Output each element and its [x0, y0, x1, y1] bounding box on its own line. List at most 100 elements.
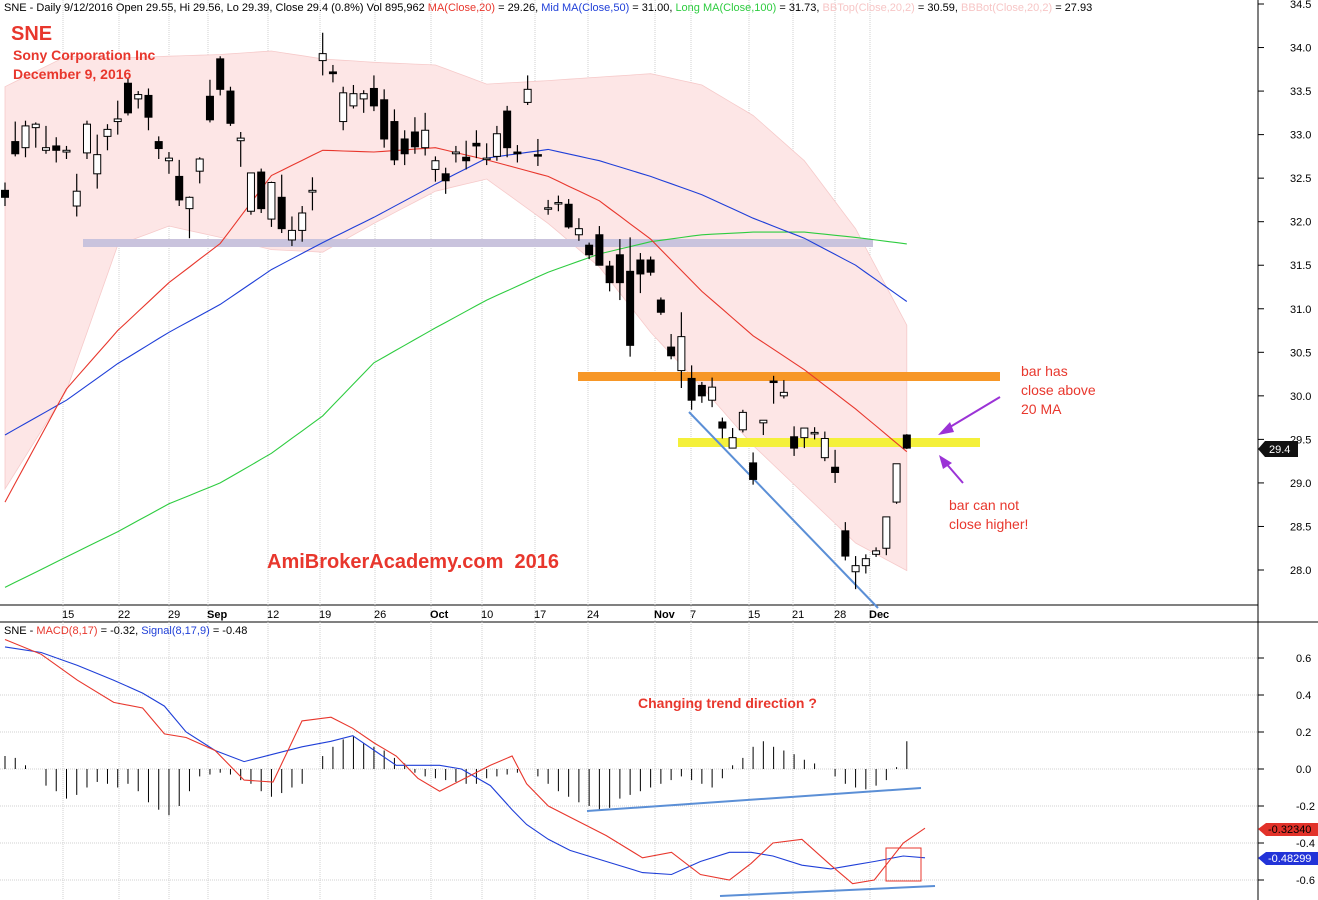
changing-trend-note: Changing trend direction ? [638, 695, 817, 711]
candle-body [738, 411, 747, 431]
macd-axis-ticks: 0.6 0.4 0.2 0.0 -0.2 -0.4 -0.6 [1258, 653, 1315, 887]
candle-body [851, 565, 860, 573]
candle-body [195, 158, 204, 172]
y-tick-label: 30.5 [1290, 347, 1311, 359]
price-legend-part: = 27.93 [1052, 2, 1092, 14]
candle-body [164, 157, 173, 162]
candle-body [1, 189, 9, 198]
candle-body [492, 133, 501, 157]
candle-body [144, 94, 153, 118]
candle-body [216, 58, 225, 90]
candle-body [441, 173, 450, 182]
x-tick-label: 19 [319, 609, 331, 621]
candle-body [154, 141, 163, 150]
candle-body [687, 377, 696, 401]
candle-body [287, 229, 296, 241]
price-legend-part: BBTop(Close,20,2) [823, 2, 915, 14]
x-tick-label: 28 [834, 609, 846, 621]
x-tick-label: Sep [207, 609, 227, 621]
candle-body [574, 228, 583, 236]
x-tick-label: 10 [481, 609, 493, 621]
candle-body [134, 94, 143, 100]
candle-body [615, 254, 624, 284]
candle-body [93, 154, 102, 175]
y-tick-label: 28.0 [1290, 565, 1311, 577]
candle-body [656, 299, 665, 313]
last-close-value: 29.4 [1269, 444, 1290, 456]
candle-body [708, 386, 717, 401]
candle-body [810, 431, 819, 435]
candle-body [21, 125, 30, 149]
candle-body [113, 118, 122, 123]
y-tick-label: 30.0 [1290, 391, 1311, 403]
x-tick-label: 24 [587, 609, 599, 621]
candle-body [31, 123, 40, 129]
candle-body [246, 172, 255, 212]
histogram-trendline [586, 787, 922, 812]
candle-body [359, 93, 368, 100]
candle-body [349, 93, 358, 107]
macd-y-tick-label: -0.6 [1296, 875, 1315, 887]
candle-body [472, 142, 481, 147]
candle-body [52, 145, 61, 151]
signal-value-tag: -0.48299 [1258, 852, 1318, 865]
y-tick-label: 32.5 [1290, 173, 1311, 185]
candle-body [482, 157, 491, 161]
macd-legend-part: MACD(8,17) [36, 625, 97, 637]
ma100-line [4, 231, 907, 588]
orange-resistance-level [578, 372, 1000, 381]
date-label: December 9, 2016 [13, 66, 132, 82]
macd-legend: SNE - MACD(8,17) = -0.32, Signal(8,17,9)… [4, 625, 247, 637]
candle-body [902, 434, 911, 449]
candle-body [72, 190, 81, 207]
candle-body [595, 234, 604, 266]
candle-body [892, 463, 901, 503]
candle-body [185, 196, 194, 210]
bollinger-band [4, 50, 908, 572]
candle-body [697, 384, 706, 397]
candle-body [431, 160, 440, 170]
candle-body [882, 516, 891, 549]
macd-y-tick-label: 0.6 [1296, 653, 1311, 665]
last-close-tag: 29.4 [1258, 441, 1298, 457]
close-above-note-1: bar has [1021, 363, 1068, 379]
candle-body [523, 88, 532, 103]
candle-body [267, 182, 276, 220]
candle-body [277, 196, 286, 230]
candle-body [667, 346, 676, 357]
y-tick-label: 31.5 [1290, 260, 1311, 272]
macd-legend-part: SNE - [4, 625, 36, 637]
signal-line [4, 646, 926, 876]
candle-body [11, 141, 20, 155]
x-tick-label: 15 [62, 609, 74, 621]
candle-body [503, 110, 512, 149]
candle-body [544, 207, 553, 210]
macd-y-tick-label: 0.0 [1296, 764, 1311, 776]
macd-y-tick-label: -0.2 [1296, 801, 1315, 813]
close-above-note-2: close above [1021, 382, 1096, 398]
company-label: Sony Corporation Inc [13, 47, 156, 63]
candle-body [451, 151, 460, 155]
x-tick-label: 12 [267, 609, 279, 621]
candle-body [462, 156, 471, 162]
candle-body [759, 419, 768, 424]
x-tick-label: Oct [430, 609, 449, 621]
close-above-note-3: 20 MA [1021, 401, 1062, 417]
y-tick-label: 29.0 [1290, 478, 1311, 490]
price-axis-ticks: 28.028.529.029.530.030.531.031.532.032.5… [1258, 0, 1311, 577]
candle-body [257, 171, 266, 210]
price-legend: SNE - Daily 9/12/2016 Open 29.55, Hi 29.… [4, 2, 1092, 14]
x-tick-label: 29 [168, 609, 180, 621]
date-axis: 15 22 29 Sep 12 19 26 Oct 10 17 24 Nov 7 15 21 28 Dec [62, 609, 889, 621]
x-tick-label: 22 [118, 609, 130, 621]
price-legend-part: MA(Close,20) [428, 2, 495, 14]
macd-gridlines [0, 657, 1258, 881]
macd-value: -0.32340 [1268, 824, 1311, 836]
candle-body [513, 151, 522, 155]
candle-body [820, 438, 829, 459]
candle-body [677, 336, 686, 372]
macd-trendline [719, 885, 936, 897]
candle-body [636, 259, 645, 275]
candle-body [605, 265, 614, 284]
